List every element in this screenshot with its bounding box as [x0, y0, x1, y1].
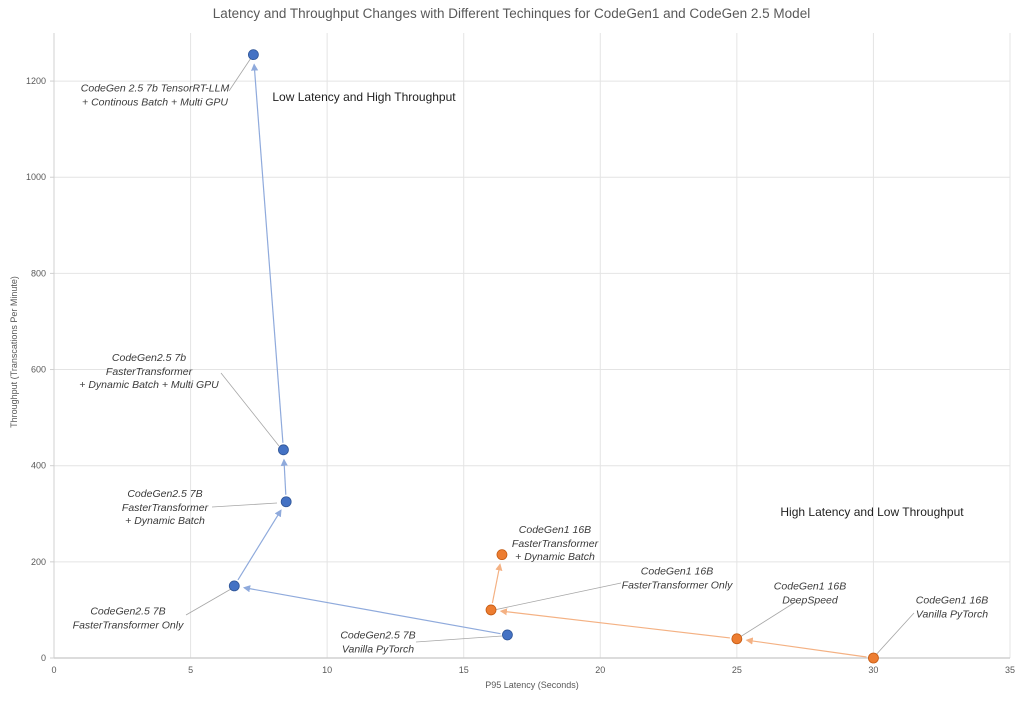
- annotation-label: CodeGen2.5 7b FasterTransformer + Dynamic …: [79, 351, 219, 391]
- annotation-label: CodeGen2.5 7B FasterTransformer Only: [72, 605, 184, 632]
- y-tick-label: 1000: [26, 172, 46, 182]
- x-axis-title: P95 Latency (Seconds): [485, 680, 579, 690]
- data-point: [731, 633, 743, 645]
- trend-arrow: [237, 509, 282, 581]
- leader-line: [739, 600, 798, 638]
- annotation-label: CodeGen1 16B FasterTransformer + Dynamic B…: [511, 523, 599, 563]
- trend-arrow: [242, 585, 501, 635]
- x-tick-label: 5: [188, 665, 193, 675]
- data-point: [868, 652, 879, 664]
- annotation-label: CodeGen1 16B DeepSpeed: [773, 580, 847, 607]
- leader-line: [185, 588, 232, 616]
- leader-line: [415, 635, 503, 643]
- annotation-label: CodeGen2.5 7B FasterTransformer + Dynamic …: [121, 487, 209, 527]
- y-tick-label: 1200: [26, 76, 46, 86]
- y-tick-label: 800: [31, 268, 46, 278]
- y-tick-label: 0: [41, 653, 46, 663]
- data-point: [247, 49, 259, 61]
- annotation-label: CodeGen1 16B FasterTransformer Only: [621, 565, 733, 592]
- annotation-label: CodeGen 2.5 7b TensorRT-LLM + Continous B…: [80, 82, 230, 109]
- y-axis-title: Throughput (Transcations Per Minute): [9, 276, 19, 428]
- data-point: [502, 629, 513, 641]
- leader-line: [220, 372, 280, 447]
- x-tick-label: 20: [595, 665, 605, 675]
- leader-line: [211, 502, 278, 508]
- annotation-label: CodeGen2.5 7B Vanilla PyTorch: [340, 629, 416, 656]
- x-tick-label: 30: [868, 665, 878, 675]
- leader-line: [873, 612, 915, 658]
- y-tick-label: 600: [31, 365, 46, 375]
- data-point: [485, 604, 497, 616]
- data-point: [496, 549, 508, 561]
- x-tick-label: 35: [1005, 665, 1015, 675]
- y-tick-label: 400: [31, 461, 46, 471]
- x-tick-label: 15: [459, 665, 469, 675]
- zone-label: Low Latency and High Throughput: [272, 90, 456, 104]
- data-point: [228, 580, 240, 592]
- data-point: [280, 496, 292, 508]
- trend-arrow: [491, 563, 503, 604]
- trend-arrow: [280, 458, 288, 495]
- zone-label: High Latency and Low Throughput: [780, 505, 964, 519]
- trend-arrow: [251, 63, 284, 443]
- leader-line: [228, 57, 252, 92]
- x-tick-label: 10: [322, 665, 332, 675]
- x-tick-label: 0: [51, 665, 56, 675]
- data-point: [278, 444, 289, 456]
- annotation-label: CodeGen1 16B Vanilla PyTorch: [915, 594, 989, 621]
- trend-arrow: [499, 608, 730, 639]
- trend-arrow: [745, 637, 867, 658]
- leader-line: [493, 582, 622, 611]
- y-tick-label: 200: [31, 557, 46, 567]
- chart-title: Latency and Throughput Changes with Diff…: [212, 6, 811, 21]
- x-tick-label: 25: [732, 665, 742, 675]
